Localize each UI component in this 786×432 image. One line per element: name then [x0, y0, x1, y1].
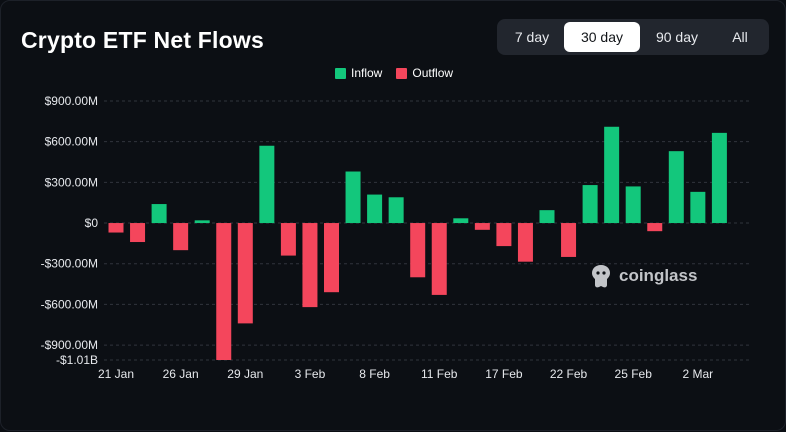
inflow-bar[interactable]	[539, 210, 555, 224]
outflow-bar[interactable]	[237, 223, 253, 324]
inflow-bar[interactable]	[151, 204, 167, 224]
coinglass-watermark: coinglass	[589, 263, 697, 289]
legend-item-outflow[interactable]: Outflow	[396, 66, 453, 80]
inflow-bar[interactable]	[625, 186, 641, 224]
inflow-bar[interactable]	[194, 220, 210, 224]
outflow-bar[interactable]	[517, 223, 533, 262]
outflow-bar[interactable]	[647, 223, 663, 232]
y-tick-label: $300.00M	[45, 175, 98, 189]
outflow-swatch	[396, 67, 408, 79]
inflow-bar[interactable]	[367, 194, 383, 224]
outflow-bar[interactable]	[302, 223, 318, 308]
y-tick-label: -$300.00M	[41, 257, 98, 271]
outflow-bar[interactable]	[496, 223, 512, 247]
outflow-bar[interactable]	[324, 223, 339, 293]
x-tick-label: 22 Feb	[550, 367, 588, 381]
range-all-button[interactable]: All	[732, 29, 748, 45]
inflow-bar[interactable]	[345, 171, 361, 224]
range-30-day-button[interactable]: 30 day	[564, 22, 640, 52]
coinglass-logo-icon	[592, 265, 610, 288]
x-tick-label: 8 Feb	[359, 367, 390, 381]
inflow-bar[interactable]	[453, 218, 469, 224]
x-tick-label: 17 Feb	[485, 367, 523, 381]
outflow-bar[interactable]	[474, 223, 490, 230]
outflow-bar[interactable]	[280, 223, 296, 256]
legend-label-inflow: Inflow	[351, 66, 383, 80]
chart-title: Crypto ETF Net Flows	[21, 27, 264, 53]
y-tick-label: $600.00M	[45, 135, 98, 149]
x-tick-label: 11 Feb	[421, 367, 458, 381]
y-tick-label: -$600.00M	[41, 297, 98, 311]
outflow-bar[interactable]	[173, 223, 189, 251]
time-range-selector: 7 day 30 day 90 day All	[497, 19, 769, 55]
outflow-bar[interactable]	[130, 223, 146, 243]
inflow-bar[interactable]	[604, 126, 620, 224]
inflow-bar[interactable]	[690, 191, 706, 224]
inflow-bar[interactable]	[711, 132, 727, 224]
watermark-text: coinglass	[619, 266, 698, 285]
legend-item-inflow[interactable]: Inflow	[335, 66, 382, 80]
x-tick-label: 26 Jan	[163, 367, 199, 381]
inflow-bar[interactable]	[582, 185, 598, 224]
x-tick-label: 29 Jan	[227, 367, 263, 381]
inflow-swatch	[335, 67, 346, 79]
inflow-bar[interactable]	[668, 151, 684, 224]
x-tick-label: 2 Mar	[683, 367, 714, 381]
y-tick-label: $0	[85, 216, 99, 230]
inflow-bar[interactable]	[388, 197, 404, 224]
range-90-day-button[interactable]: 90 day	[655, 29, 699, 45]
y-tick-label: -$1.01B	[56, 353, 98, 367]
chart-legend: Inflow Outflow	[335, 66, 453, 80]
outflow-bar[interactable]	[410, 223, 426, 278]
x-tick-label: 25 Feb	[615, 367, 653, 381]
outflow-bar[interactable]	[216, 223, 232, 360]
outflow-bar[interactable]	[561, 223, 577, 257]
inflow-bar[interactable]	[259, 145, 275, 224]
y-tick-label: -$900.00M	[41, 338, 98, 352]
legend-label-outflow: Outflow	[412, 66, 454, 80]
x-tick-label: 21 Jan	[98, 367, 134, 381]
range-7-day-button[interactable]: 7 day	[514, 29, 550, 45]
x-tick-label: 3 Feb	[295, 367, 326, 381]
outflow-bar[interactable]	[431, 223, 447, 295]
outflow-bar[interactable]	[108, 223, 124, 233]
y-tick-label: $900.00M	[45, 94, 98, 108]
